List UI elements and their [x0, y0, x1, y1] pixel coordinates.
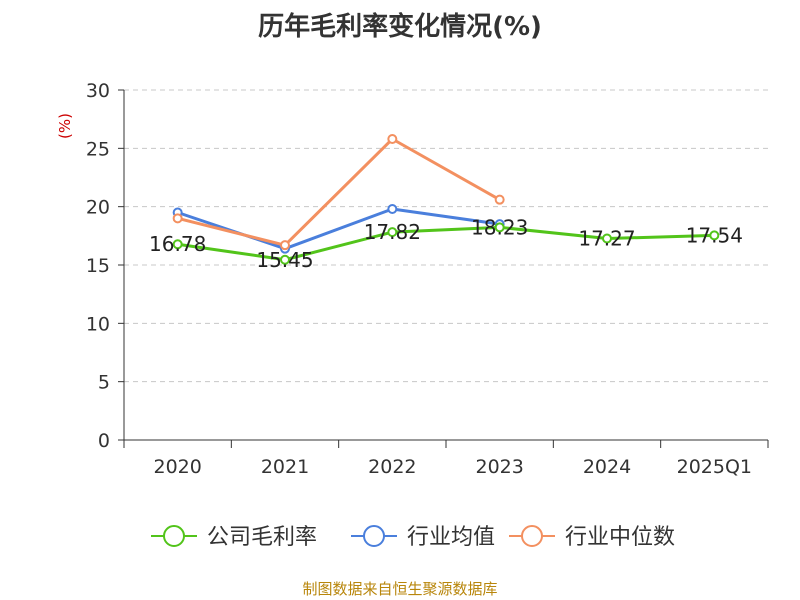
- data-point: [172, 239, 183, 250]
- data-point: [387, 227, 398, 238]
- legend-marker: [363, 525, 385, 547]
- data-point: [387, 134, 398, 144]
- data-point: [280, 240, 290, 251]
- chart-title: 历年毛利率变化情况(%): [258, 12, 542, 42]
- legend: 公司毛利率 行业均值 行业中位数: [151, 525, 675, 550]
- data-label: 17.27: [578, 227, 635, 251]
- source-note: 制图数据来自恒生聚源数据库: [302, 580, 498, 598]
- x-tick-label: 2022: [368, 456, 416, 478]
- data-point: [172, 213, 183, 224]
- data-point: [494, 222, 505, 233]
- y-tick-label: 30: [86, 80, 110, 102]
- y-tick-label: 15: [86, 255, 110, 277]
- data-point: [387, 204, 398, 214]
- x-tick-label: 2021: [261, 456, 309, 478]
- x-tick-label: 2023: [475, 456, 523, 478]
- x-tick-label: 2020: [153, 456, 201, 478]
- legend-label: 公司毛利率: [207, 525, 317, 550]
- data-point: [280, 254, 290, 265]
- x-tick-label: 2024: [583, 456, 631, 478]
- data-labels: 16.78 15.45 17.82 18.23 17.27 17.54: [149, 215, 743, 271]
- y-axis-label: (%): [56, 113, 74, 139]
- y-tick-label: 20: [86, 197, 110, 219]
- y-tick-label: 10: [86, 313, 110, 335]
- legend-label: 行业中位数: [565, 525, 675, 550]
- data-label: 17.82: [364, 220, 421, 244]
- y-tick-label: 5: [98, 372, 110, 394]
- data-label: 16.78: [149, 232, 206, 256]
- data-point: [494, 194, 505, 205]
- data-point: [602, 233, 612, 244]
- x-tick-label: 2025Q1: [677, 456, 752, 478]
- axes: 0 5 10 15 20 25 30 (%) 2020 2021 2022 2023 2024 2025Q…: [56, 80, 769, 478]
- y-tick-label: 25: [86, 138, 110, 160]
- y-tick-label: 0: [98, 430, 110, 452]
- data-label: 15.45: [256, 248, 313, 272]
- series-line: [177, 225, 715, 262]
- series-lines: [172, 134, 720, 265]
- legend-marker: [163, 525, 185, 547]
- data-label: 17.54: [686, 223, 743, 247]
- data-point: [709, 230, 720, 241]
- legend-label: 行业均值: [407, 525, 495, 550]
- legend-marker: [521, 525, 543, 547]
- data-label: 18.23: [471, 215, 528, 239]
- series-line: [177, 137, 501, 247]
